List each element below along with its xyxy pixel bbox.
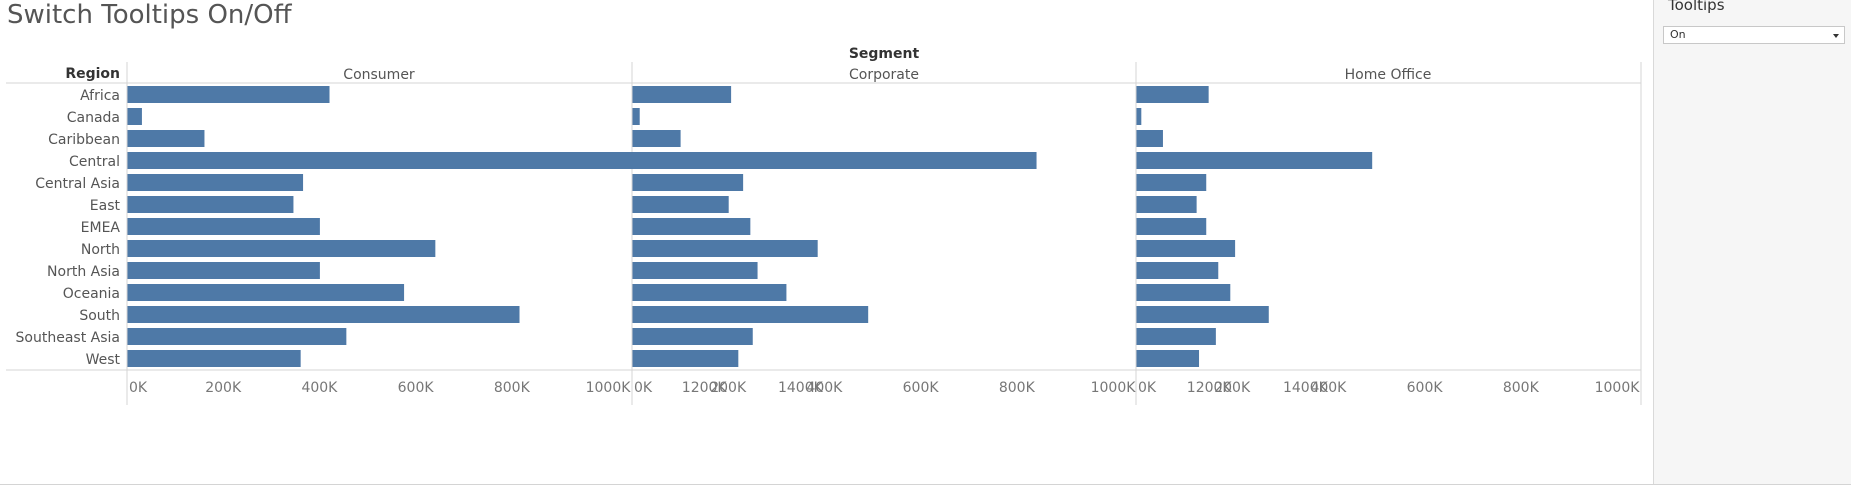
region-label: East <box>90 198 121 214</box>
bar <box>127 174 304 191</box>
bar <box>127 196 294 213</box>
x-tick-label: 1200K <box>682 380 728 396</box>
bar <box>127 218 320 235</box>
row-header-title: Region <box>65 66 120 82</box>
tooltips-dropdown[interactable]: On <box>1663 26 1845 44</box>
bar <box>632 262 758 279</box>
bar <box>127 86 330 103</box>
segment-header-label: Corporate <box>849 67 919 83</box>
x-tick-label: 800K <box>494 380 531 396</box>
x-tick-label: 1000K <box>586 380 632 396</box>
region-label: North <box>81 242 120 258</box>
x-tick-label: 1000K <box>1091 380 1137 396</box>
tooltips-filter-title: Tooltips <box>1668 0 1725 14</box>
x-tick-label: 1000K <box>1595 380 1641 396</box>
bar <box>632 350 739 367</box>
bar <box>127 306 520 323</box>
bar <box>1136 218 1207 235</box>
x-tick-label: 1400K <box>778 380 824 396</box>
region-label: Central Asia <box>35 176 120 192</box>
bar <box>127 284 405 301</box>
region-label: West <box>86 352 121 368</box>
bar <box>632 306 869 323</box>
bar <box>127 328 347 345</box>
x-tick-label: 200K <box>710 380 747 396</box>
x-tick-label: 400K <box>806 380 843 396</box>
region-label: South <box>79 308 120 324</box>
bar <box>1136 196 1197 213</box>
x-tick-label: 800K <box>999 380 1036 396</box>
bar <box>1136 262 1219 279</box>
x-tick-label: 200K <box>1214 380 1251 396</box>
region-label: Caribbean <box>48 132 120 148</box>
bar <box>632 86 732 103</box>
x-tick-label: 600K <box>1407 380 1444 396</box>
bar <box>1136 130 1163 147</box>
region-label: EMEA <box>81 220 121 236</box>
x-tick-label: 0K <box>634 380 653 396</box>
segment-header-label: Consumer <box>343 67 415 83</box>
bar <box>127 262 320 279</box>
bar <box>1136 306 1269 323</box>
bar <box>127 108 142 125</box>
x-tick-label: 0K <box>1138 380 1157 396</box>
bar <box>632 284 787 301</box>
x-tick-label: 400K <box>301 380 338 396</box>
bar <box>632 174 744 191</box>
x-tick-label: 1200K <box>1187 380 1233 396</box>
bar <box>1136 152 1373 169</box>
region-label: Southeast Asia <box>16 330 120 346</box>
column-header-title: Segment <box>849 46 920 62</box>
x-tick-label: 800K <box>1503 380 1540 396</box>
bar <box>1136 328 1216 345</box>
bar <box>632 130 681 147</box>
region-label: Africa <box>80 88 120 104</box>
bar <box>1136 284 1231 301</box>
filter-panel <box>1653 0 1851 484</box>
region-label: North Asia <box>47 264 120 280</box>
x-tick-label: 200K <box>205 380 242 396</box>
x-tick-label: 1400K <box>1283 380 1329 396</box>
region-label: Central <box>69 154 120 170</box>
chevron-down-icon[interactable] <box>1833 34 1839 38</box>
tooltips-dropdown-value: On <box>1670 28 1686 41</box>
bar <box>127 130 205 147</box>
region-label: Oceania <box>63 286 120 302</box>
x-tick-label: 0K <box>129 380 148 396</box>
bar <box>127 240 436 257</box>
x-tick-label: 600K <box>903 380 940 396</box>
bar <box>1136 174 1207 191</box>
bar <box>632 196 729 213</box>
bar <box>632 218 751 235</box>
bar <box>1136 86 1209 103</box>
x-tick-label: 600K <box>398 380 435 396</box>
bar <box>632 240 818 257</box>
bar <box>632 152 1037 169</box>
x-tick-label: 400K <box>1310 380 1347 396</box>
bar-chart: Segment Region Consumer Corporate Home Offic… <box>6 46 1642 405</box>
segment-header-label: Home Office <box>1345 67 1432 83</box>
bar <box>1136 240 1236 257</box>
bar <box>1136 350 1200 367</box>
dashboard-title: Switch Tooltips On/Off <box>7 0 292 30</box>
bar <box>632 108 640 125</box>
region-label: Canada <box>67 110 120 126</box>
bar <box>127 350 301 367</box>
bar <box>632 328 753 345</box>
bar <box>1136 108 1142 125</box>
